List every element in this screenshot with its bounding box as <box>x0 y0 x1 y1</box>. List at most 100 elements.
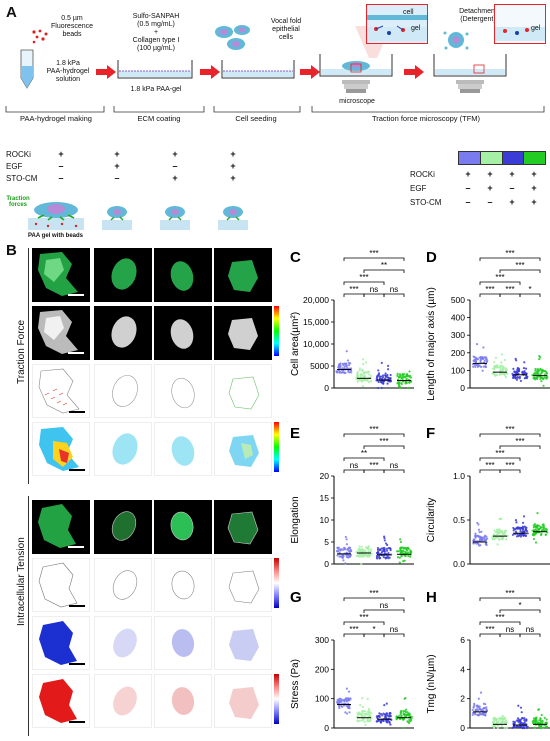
sig-bracket <box>343 469 365 473</box>
gel-tag-2: gel <box>531 25 541 32</box>
data-point <box>513 528 516 531</box>
data-point <box>513 722 516 725</box>
data-point <box>526 725 529 728</box>
data-point <box>345 555 348 559</box>
data-point <box>368 718 372 722</box>
sig-bracket <box>499 609 541 613</box>
img-it-red-2 <box>94 674 152 728</box>
data-point <box>345 362 348 365</box>
y-tick-label: 4 <box>460 664 465 674</box>
data-point <box>403 547 406 550</box>
data-point <box>386 368 390 371</box>
data-point <box>536 721 539 724</box>
data-point <box>358 550 362 553</box>
data-point <box>341 705 344 708</box>
data-point <box>368 709 371 712</box>
y-tick-label: 0 <box>324 383 329 393</box>
detach-label: Detachment (Detergent) <box>459 8 497 23</box>
img-it-green-2 <box>94 500 152 554</box>
data-point <box>361 697 364 700</box>
data-point <box>345 543 349 546</box>
data-point <box>484 703 487 706</box>
img-tf-gray-3 <box>154 306 212 360</box>
data-point <box>497 530 501 533</box>
sig-bracket <box>363 469 385 473</box>
data-point <box>542 525 545 529</box>
legend-row-egf: EGF <box>410 184 427 193</box>
stage-paa: PAA-hydrogel making <box>20 114 92 123</box>
sig-bracket <box>383 633 405 637</box>
data-point <box>501 716 504 719</box>
data-point <box>396 550 399 553</box>
data-point <box>537 708 540 711</box>
data-point <box>343 362 346 365</box>
sig-bracket <box>343 281 385 285</box>
intracellular-tension-title: Intracellular Tension <box>16 537 27 626</box>
data-point <box>399 540 403 544</box>
img-it-blue-3 <box>154 616 212 670</box>
data-point <box>349 554 352 557</box>
legend-colors <box>458 151 546 165</box>
sign: + <box>58 149 64 159</box>
y-tick-label: 6 <box>460 635 465 645</box>
data-point <box>519 725 522 728</box>
sig-label: *** <box>369 249 378 258</box>
sig-label: ns <box>390 461 398 470</box>
data-point <box>525 718 528 721</box>
data-point <box>537 369 540 372</box>
data-point <box>338 363 341 366</box>
data-point <box>364 553 367 556</box>
data-point <box>348 707 351 710</box>
data-point <box>407 554 410 558</box>
data-point <box>512 376 515 379</box>
solution-label: 1.8 kPa PAA-hydrogel solution <box>46 60 90 83</box>
data-point <box>495 536 498 539</box>
img-tf-green-3 <box>154 248 212 302</box>
data-point <box>475 343 479 346</box>
data-point <box>482 346 485 349</box>
data-point <box>402 560 405 563</box>
data-point <box>481 537 485 540</box>
sig-label: * <box>372 625 375 634</box>
chart-D: D 0 100 200 300 400 500 Length of major axis (µ… <box>426 249 550 401</box>
data-point <box>408 370 411 373</box>
sig-bracket <box>499 469 521 473</box>
data-point <box>366 697 369 701</box>
data-point <box>379 548 382 551</box>
data-point <box>398 381 401 385</box>
data-point <box>539 717 542 720</box>
data-point <box>519 379 523 383</box>
data-point <box>505 719 508 722</box>
data-point <box>474 365 477 368</box>
chart-letter: E <box>290 425 300 442</box>
data-point <box>515 719 518 722</box>
data-point <box>515 535 519 538</box>
sig-label: ns <box>526 625 534 634</box>
data-point <box>493 529 496 532</box>
data-point <box>362 549 365 553</box>
data-point <box>377 369 380 372</box>
sig-label: *** <box>369 589 378 598</box>
data-point <box>344 711 347 714</box>
data-point <box>387 364 390 367</box>
data-point <box>405 549 409 552</box>
data-point <box>337 547 340 550</box>
y-tick-label: 20 <box>320 471 330 481</box>
data-point <box>369 550 372 553</box>
y-tick-label: 100 <box>451 365 465 375</box>
sig-label: *** <box>369 425 378 434</box>
sig-label: *** <box>349 625 358 634</box>
data-point <box>498 528 501 531</box>
sig-label: ** <box>361 449 367 458</box>
y-tick-label: 0.5 <box>453 515 465 525</box>
data-point <box>515 359 518 362</box>
sig-bracket <box>479 469 501 473</box>
data-point <box>399 375 402 378</box>
legend-sign: + <box>531 197 537 207</box>
data-point <box>544 370 547 373</box>
data-point <box>364 371 367 374</box>
data-point <box>347 364 351 367</box>
y-tick-label: 2 <box>460 694 465 704</box>
